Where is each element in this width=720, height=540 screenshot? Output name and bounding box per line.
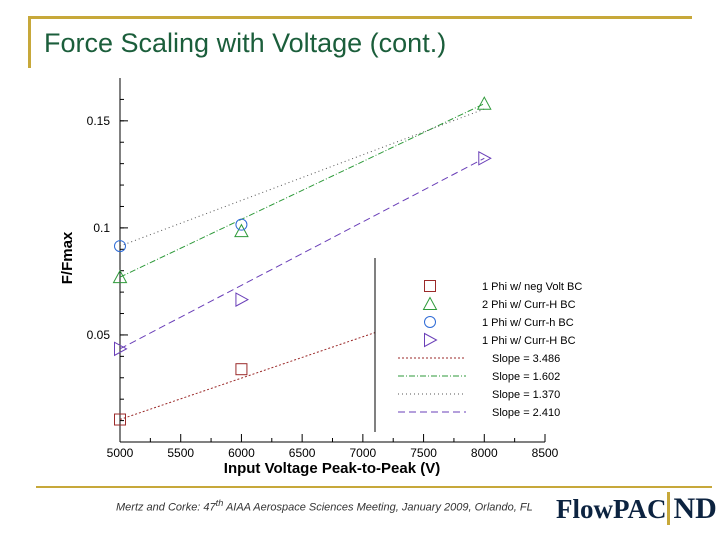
legend-entry-label: 1 Phi w/ Curr-H BC [482, 335, 576, 347]
slide-title: Force Scaling with Voltage (cont.) [44, 28, 447, 58]
x-tick-label: 6000 [228, 446, 255, 460]
triangle-up-marker [476, 96, 492, 110]
triangle-up-marker [112, 269, 128, 284]
citation-rest: AIAA Aerospace Sciences Meeting, January… [223, 501, 533, 514]
legend-fit-label: Slope = 3.486 [492, 353, 560, 365]
legend-box [375, 258, 620, 432]
title-frame-top [28, 16, 692, 19]
fit-line [119, 157, 485, 350]
triangle-right-marker [235, 292, 249, 307]
legend-entry-label: 1 Phi w/ neg Volt BC [482, 281, 582, 293]
footer-divider [36, 486, 712, 488]
x-axis-label: Input Voltage Peak-to-Peak (V) [224, 460, 440, 477]
x-tick-label: 8000 [471, 446, 498, 460]
x-tick-label: 5500 [167, 446, 194, 460]
square-marker [424, 280, 436, 292]
triangle-right-marker [478, 150, 492, 166]
flowpac-logo: FlowPAC ND [556, 492, 717, 526]
triangle-right-marker [424, 332, 438, 348]
legend-entry-label: 1 Phi w/ Curr-h BC [482, 317, 574, 329]
y-axis-label: F/Fmax [59, 231, 76, 284]
x-tick-label: 7000 [350, 446, 377, 460]
notre-dame-mark-icon: ND [667, 492, 717, 525]
x-tick-label: 5000 [107, 446, 134, 460]
legend-entry-label: 2 Phi w/ Curr-H BC [482, 299, 576, 311]
title-frame-left [28, 16, 31, 68]
fit-line [119, 103, 485, 278]
x-tick-label: 8500 [532, 446, 559, 460]
legend-fit-label: Slope = 2.410 [492, 407, 560, 419]
fit-line [119, 108, 485, 247]
square-marker [114, 413, 126, 426]
axis-labels: Input Voltage Peak-to-Peak (V) F/Fmax [59, 231, 440, 477]
x-tick-label: 7500 [410, 446, 437, 460]
citation-main: Mertz and Corke: 47 [116, 501, 216, 514]
legend: 1 Phi w/ neg Volt BC 2 Phi w/ Curr-H BC 1 … [374, 258, 620, 432]
axes: 5000 5500 6000 6500 7000 7500 8000 8500 0.05 0.1 0… [87, 78, 559, 460]
legend-fit-label: Slope = 1.370 [492, 389, 560, 401]
y-tick-label: 0.1 [93, 221, 110, 235]
logo-text: FlowPAC [556, 494, 667, 524]
citation-text: Mertz and Corke: 47th AIAA Aerospace Sci… [116, 498, 533, 514]
triangle-up-marker [422, 296, 438, 310]
circle-marker [424, 316, 436, 328]
triangle-right-marker [114, 341, 128, 357]
citation-superscript: th [215, 498, 224, 508]
triangle-up-marker [234, 223, 249, 238]
square-marker [235, 363, 248, 376]
circle-marker [235, 218, 248, 231]
legend-fit-label: Slope = 1.602 [492, 371, 560, 383]
y-tick-label: 0.15 [87, 114, 111, 128]
circle-marker [114, 240, 126, 253]
x-tick-label: 6500 [289, 446, 316, 460]
y-tick-label: 0.05 [87, 328, 111, 342]
